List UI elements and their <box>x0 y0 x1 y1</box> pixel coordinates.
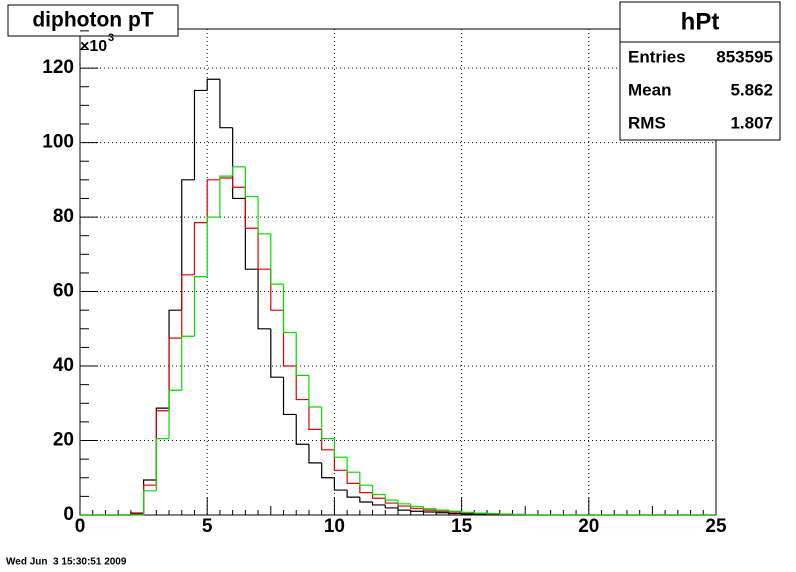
histogram-bin <box>422 511 437 513</box>
stats-label: RMS <box>628 113 666 132</box>
stats-label: Entries <box>628 47 686 66</box>
histogram-bin <box>308 375 322 408</box>
histogram-bin <box>333 477 348 491</box>
histogram-bin <box>181 274 195 339</box>
stats-frame <box>619 1 781 141</box>
x-tick-label: 0 <box>75 516 86 537</box>
histogram-bin <box>206 216 220 277</box>
title-box <box>7 4 179 37</box>
histogram-bin <box>244 187 259 229</box>
y-tick-label: 40 <box>53 355 74 376</box>
histogram-bin <box>181 179 195 311</box>
x-tick-label: 10 <box>324 516 345 537</box>
histogram-bin <box>371 485 386 496</box>
y-tick-label: 60 <box>53 281 74 302</box>
histogram-bin <box>270 233 284 285</box>
histogram-bin <box>397 507 411 511</box>
histogram-bin <box>359 472 373 486</box>
histogram-bin <box>448 512 462 515</box>
x-tick-label: 5 <box>202 516 213 537</box>
histogram-bin <box>524 514 538 516</box>
histogram-bin <box>206 179 220 223</box>
histogram-bin <box>155 438 170 491</box>
histogram-bin <box>244 166 259 198</box>
histogram-bin <box>346 470 360 484</box>
histogram-bin <box>422 506 437 510</box>
histogram-bin <box>168 389 182 439</box>
histogram-bin <box>486 513 500 515</box>
histogram-bin <box>206 78 220 91</box>
stats-label: Mean <box>628 80 671 99</box>
histogram-bin <box>232 166 246 177</box>
histogram-bin <box>257 228 271 270</box>
histogram-bin <box>193 222 208 275</box>
y-tick-label: 20 <box>53 430 74 451</box>
histogram-bin <box>384 504 398 509</box>
histogram-bin <box>257 196 271 235</box>
x-tick-label: 20 <box>578 516 599 537</box>
y-tick-label: 80 <box>53 206 74 227</box>
histogram-bin <box>448 510 462 512</box>
histogram-bin <box>333 438 348 458</box>
histogram-bin <box>359 497 373 503</box>
histogram-bin <box>308 399 322 430</box>
histogram-bin <box>232 177 246 188</box>
histogram-bin <box>384 494 398 501</box>
stats-value: 1.807 <box>730 113 773 132</box>
histogram-bin <box>321 462 335 479</box>
y-tick-label: 0 <box>63 504 74 525</box>
stats-title: hPt <box>681 8 720 35</box>
histogram-bin <box>219 79 233 129</box>
x-tick-label: 15 <box>451 516 473 537</box>
histogram-bin <box>219 175 233 218</box>
histogram-bin <box>193 276 208 337</box>
histogram-bin <box>397 500 411 505</box>
x-tick-label: 25 <box>705 516 727 537</box>
histogram-bin <box>295 366 309 401</box>
histogram-bin <box>143 490 157 515</box>
y-tick-label: 120 <box>42 57 74 78</box>
histogram-bin <box>435 508 449 511</box>
histogram-bin <box>371 501 386 506</box>
stats-value: 5.862 <box>730 80 773 99</box>
stats-value: 853595 <box>716 47 773 66</box>
histogram-bin <box>346 490 360 498</box>
histogram-bin <box>282 284 297 334</box>
histogram-bin <box>321 407 335 440</box>
histogram-bin <box>359 483 373 494</box>
histogram-bin <box>410 503 424 508</box>
histogram-bin <box>282 377 297 416</box>
chart-title: diphoton pT <box>32 9 153 32</box>
histogram-bin <box>270 328 284 378</box>
histogram-bin <box>435 512 449 514</box>
y-multiplier: ×10 <box>80 38 107 55</box>
histogram-bin <box>232 127 246 200</box>
y-tick-label: 100 <box>42 132 74 153</box>
histogram-bin <box>257 269 271 330</box>
histogram-bin <box>193 89 208 180</box>
y-multiplier-exponent: 3 <box>108 32 114 44</box>
histogram-bin <box>461 511 475 513</box>
histogram-bin <box>168 337 182 411</box>
histogram-bin <box>295 414 309 445</box>
histogram-bin <box>295 332 309 376</box>
histogram-bin <box>410 510 424 512</box>
histogram-bin <box>473 512 488 514</box>
timestamp: Wed Jun 3 15:30:51 2009 <box>6 557 127 568</box>
histogram-bin <box>346 457 360 473</box>
histogram-bin <box>308 444 322 464</box>
histogram-bin <box>181 335 195 391</box>
stats-box: hPt Entries 853595 Mean 5.862 RMS 1.807 <box>619 1 781 141</box>
